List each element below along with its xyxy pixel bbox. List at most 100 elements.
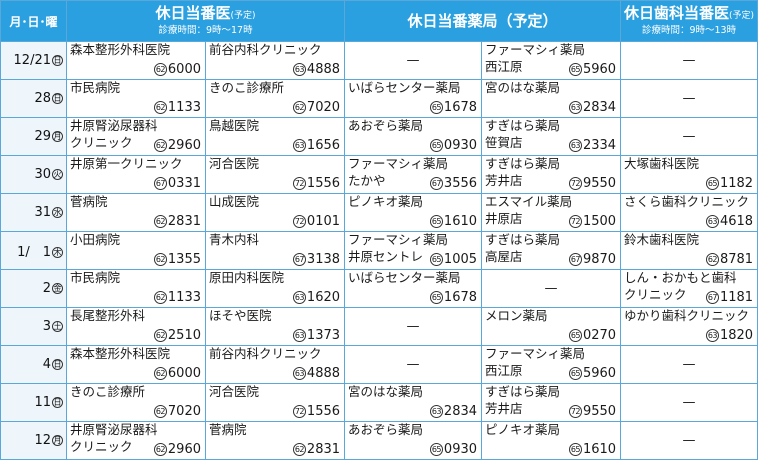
phone-number: 62 2510 xyxy=(153,327,201,345)
facility-entry: 宮のはな薬局 63 2834 xyxy=(483,80,620,117)
phone-digits: 2510 xyxy=(167,328,201,343)
facility-name: あおぞら薬局 xyxy=(348,118,424,134)
facility-entry: メロン薬局 65 0270 xyxy=(483,309,620,345)
doctor-cell-2: 菅病院 62 2831 xyxy=(204,421,346,460)
exchange-code: 62 xyxy=(153,63,167,76)
exchange-code: 62 xyxy=(153,253,167,266)
facility-entry: 原田内科医院 63 1620 xyxy=(207,270,344,307)
pharmacy-cell-2: ファーマシィ薬局 西江原 65 5960 xyxy=(481,345,622,384)
exchange-code: 72 xyxy=(568,215,582,228)
facility-name: すぎはら薬局 xyxy=(485,384,561,400)
facility-entry: 市民病院 62 1133 xyxy=(68,81,205,117)
duty-dental-title: 休日歯科当番医 xyxy=(624,4,730,22)
header-row: 月･日･曜 休日当番医(予定) 診療時間：9時～17時 休日当番薬局（予定） 休… xyxy=(0,0,758,42)
facility-name: 菅病院 xyxy=(70,194,108,210)
pharmacy-cell-2: メロン薬局 65 0270 xyxy=(481,307,622,346)
no-duty-dash: — xyxy=(682,433,696,448)
facility-name: ピノキオ薬局 xyxy=(485,422,561,438)
weekday-badge: 日 xyxy=(52,55,63,66)
phone-number: 65 0270 xyxy=(568,327,616,345)
facility-name: 原田内科医院 xyxy=(209,270,285,286)
facility-entry: 森本整形外科医院 62 6000 xyxy=(68,346,205,383)
weekday-badge: 月 xyxy=(52,435,63,446)
no-duty-dash: — xyxy=(682,129,696,144)
pharmacy-cell-2: — xyxy=(481,269,622,308)
facility-name: ファーマシィ薬局 xyxy=(348,232,449,248)
weekday-badge: 金 xyxy=(52,283,63,294)
date-cell: 11 日 xyxy=(0,383,67,422)
exchange-code: 65 xyxy=(429,215,443,228)
weekday-badge: 月 xyxy=(52,131,63,142)
facility-entry: 前谷内科クリニック 63 4888 xyxy=(207,347,344,383)
pharmacy-cell-1: — xyxy=(344,41,483,80)
phone-number: 62 8781 xyxy=(705,251,754,269)
date-label: 31 xyxy=(34,205,51,220)
facility-entry: すぎはら薬局 笹賀店 63 2334 xyxy=(483,119,620,155)
facility-name: 宮のはな薬局 xyxy=(348,384,424,400)
facility-entry: 井原第一クリニック 67 0331 xyxy=(68,157,205,193)
facility-name-line2: クリニック xyxy=(70,439,133,454)
phone-digits: 4618 xyxy=(719,214,754,229)
facility-entry: きのこ診療所 62 7020 xyxy=(207,81,344,117)
phone-digits: 2834 xyxy=(443,404,478,419)
duty-pharmacy-header: 休日当番薬局（予定） xyxy=(344,0,622,42)
phone-digits: 5960 xyxy=(582,366,617,381)
phone-digits: 2834 xyxy=(582,100,617,115)
weekday-badge: 水 xyxy=(52,207,63,218)
facility-name-line2: 西江原 xyxy=(485,363,523,378)
phone-number: 65 1678 xyxy=(429,99,478,117)
phone-number: 67 3556 xyxy=(429,175,478,193)
phone-number: 62 6000 xyxy=(153,61,201,79)
phone-digits: 0101 xyxy=(306,214,341,229)
table-row: 4 日森本整形外科医院 62 6000 前谷内科クリニック 63 4888 — ファーマシィ薬局… xyxy=(0,345,758,384)
no-duty-dash: — xyxy=(544,281,558,296)
facility-entry: ピノキオ薬局 65 1610 xyxy=(346,195,481,231)
phone-number: 72 1500 xyxy=(568,213,616,231)
exchange-code: 63 xyxy=(292,139,306,152)
phone-number: 72 9550 xyxy=(568,403,616,421)
phone-digits: 3556 xyxy=(443,176,478,191)
phone-digits: 0930 xyxy=(443,138,478,153)
facility-entry: さくら歯科クリニック 63 4618 xyxy=(622,195,757,231)
facility-entry: ファーマシィ薬局 西江原 65 5960 xyxy=(483,347,620,383)
facility-entry: 河合医院 72 1556 xyxy=(207,385,344,421)
facility-name: しん・おかもと歯科 xyxy=(624,270,737,286)
phone-digits: 8781 xyxy=(719,252,754,267)
facility-name-line2: クリニック xyxy=(624,287,687,302)
doctor-cell-2: 前谷内科クリニック 63 4888 xyxy=(204,41,346,80)
date-label: 4 xyxy=(42,357,51,372)
exchange-code: 62 xyxy=(153,215,167,228)
weekday-badge: 土 xyxy=(52,321,63,332)
exchange-code: 62 xyxy=(153,405,167,418)
facility-name-line2: 高屋店 xyxy=(485,249,523,264)
table-row: 30 火井原第一クリニック 67 0331 河合医院 72 1556 ファーマシィ薬局 たかや 6… xyxy=(0,155,758,194)
facility-entry: あおぞら薬局 65 0930 xyxy=(346,118,481,155)
dental-cell: 鈴木歯科医院 62 8781 xyxy=(620,231,758,270)
phone-digits: 1133 xyxy=(167,290,201,305)
exchange-code: 67 xyxy=(429,177,443,190)
facility-name: 森本整形外科医院 xyxy=(70,346,171,362)
phone-digits: 1133 xyxy=(167,100,201,115)
exchange-code: 63 xyxy=(705,329,719,342)
facility-entry: 菅病院 62 2831 xyxy=(68,194,205,231)
duty-doctor-header: 休日当番医(予定) 診療時間：9時～17時 xyxy=(65,0,346,42)
phone-digits: 1556 xyxy=(306,404,341,419)
facility-name: 井原腎泌尿器科 xyxy=(70,118,158,134)
doctor-cell-2: 前谷内科クリニック 63 4888 xyxy=(204,345,346,384)
date-label: 28 xyxy=(34,91,51,106)
phone-digits: 1678 xyxy=(443,100,478,115)
facility-name: 宮のはな薬局 xyxy=(485,80,561,96)
phone-number: 67 1181 xyxy=(705,289,753,307)
facility-entry: 井原腎泌尿器科 クリニック 62 2960 xyxy=(68,423,205,459)
no-duty-dash: — xyxy=(682,91,696,106)
exchange-code: 63 xyxy=(292,329,306,342)
doctor-cell-2: 原田内科医院 63 1620 xyxy=(204,269,346,308)
facility-name-line2: クリニック xyxy=(70,135,133,150)
pharmacy-cell-1: あおぞら薬局 65 0930 xyxy=(344,117,483,156)
dental-cell: — xyxy=(620,421,758,460)
facility-entry: エスマイル薬局 井原店 72 1500 xyxy=(483,195,620,231)
date-column-header: 月･日･曜 xyxy=(0,0,67,42)
